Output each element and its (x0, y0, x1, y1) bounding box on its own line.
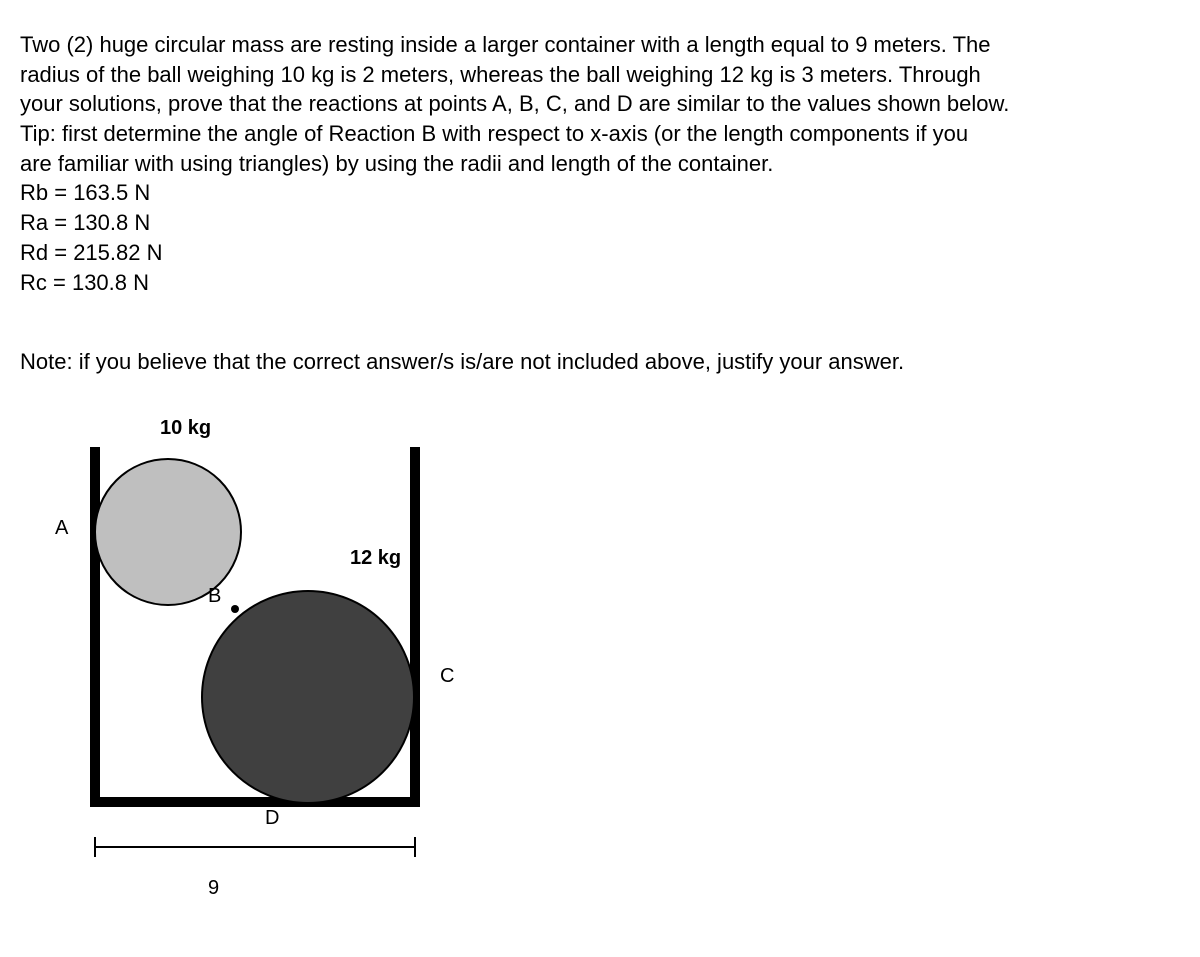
label-a: A (55, 517, 68, 540)
problem-line: radius of the ball weighing 10 kg is 2 m… (20, 60, 1180, 90)
note-text: Note: if you believe that the correct an… (20, 347, 1180, 377)
reaction-rc: Rc = 130.8 N (20, 268, 1180, 298)
problem-statement: Two (2) huge circular mass are resting i… (20, 30, 1180, 297)
reaction-rd: Rd = 215.82 N (20, 238, 1180, 268)
diagram: 10 kg 12 kg A B C D 9 (40, 417, 490, 907)
diagram-svg (40, 417, 490, 907)
label-c: C (440, 665, 454, 688)
problem-line: Tip: first determine the angle of Reacti… (20, 119, 1180, 149)
reaction-rb: Rb = 163.5 N (20, 178, 1180, 208)
label-d: D (265, 807, 279, 830)
problem-line: your solutions, prove that the reactions… (20, 89, 1180, 119)
label-b: B (208, 585, 221, 608)
problem-line: are familiar with using triangles) by us… (20, 149, 1180, 179)
reaction-ra: Ra = 130.8 N (20, 208, 1180, 238)
problem-line: Two (2) huge circular mass are resting i… (20, 30, 1180, 60)
label-12kg: 12 kg (350, 547, 401, 570)
label-9: 9 (208, 877, 219, 900)
label-10kg: 10 kg (160, 417, 211, 440)
